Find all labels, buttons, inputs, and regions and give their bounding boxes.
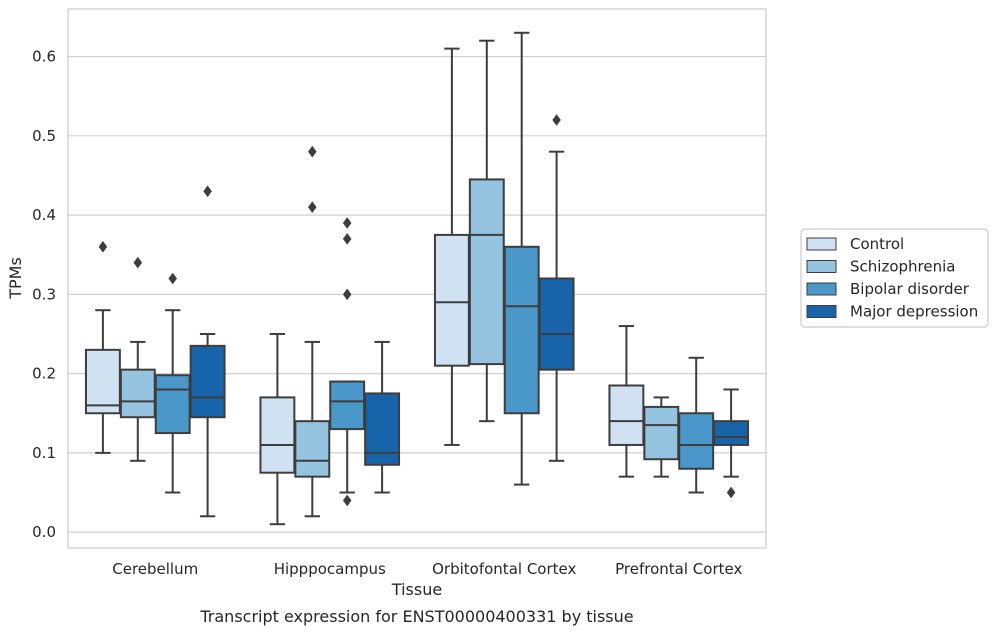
box-body bbox=[154, 374, 191, 435]
outlier-point bbox=[342, 232, 352, 245]
y-tick-label: 0.3 bbox=[32, 285, 56, 303]
y-tick-label: 0.1 bbox=[32, 444, 56, 462]
box-body bbox=[294, 420, 331, 478]
box-bipolar-disorder bbox=[678, 356, 715, 494]
box-body bbox=[433, 233, 470, 367]
legend-swatch bbox=[806, 260, 837, 273]
box-body bbox=[713, 420, 750, 446]
x-axis-label: Tissue bbox=[391, 580, 442, 599]
x-tick-label: Orbitofontal Cortex bbox=[432, 560, 576, 578]
box-bipolar-disorder bbox=[503, 31, 540, 486]
outlier-point bbox=[307, 145, 317, 158]
outlier-point bbox=[726, 486, 736, 499]
legend: Control Schizophrenia Bipolar disorder Majo… bbox=[800, 228, 989, 328]
box-major-depression bbox=[189, 185, 226, 518]
legend-label: Control bbox=[850, 235, 904, 253]
legend-frame bbox=[800, 228, 989, 328]
box-major-depression bbox=[538, 114, 575, 462]
box-major-depression bbox=[364, 340, 401, 494]
box-body bbox=[119, 368, 156, 419]
box-control bbox=[84, 240, 121, 454]
box-schizophrenia bbox=[643, 396, 680, 478]
x-tick-labels: Cerebellum Hipppocampus Orbitofontal Corte… bbox=[112, 560, 742, 578]
outlier-point bbox=[342, 288, 352, 301]
box-control bbox=[608, 325, 645, 478]
box-body bbox=[538, 277, 575, 371]
box-body bbox=[678, 412, 715, 470]
y-tick-labels: 0.0 0.1 0.2 0.3 0.4 0.5 0.6 bbox=[32, 48, 56, 542]
box-body bbox=[84, 348, 121, 415]
box-body bbox=[468, 178, 505, 366]
box-control bbox=[259, 332, 296, 526]
box-bipolar-disorder bbox=[154, 272, 191, 494]
box-major-depression bbox=[713, 388, 750, 499]
legend-label: Bipolar disorder bbox=[850, 280, 970, 298]
plot-boxes bbox=[84, 31, 750, 526]
legend-swatch bbox=[806, 282, 837, 296]
y-tick-label: 0.0 bbox=[32, 523, 56, 541]
legend-label: Major depression bbox=[850, 303, 978, 321]
box-schizophrenia bbox=[119, 256, 156, 462]
outlier-point bbox=[307, 201, 317, 214]
outlier-point bbox=[203, 185, 212, 198]
gridlines bbox=[68, 55, 766, 533]
box-body bbox=[259, 396, 296, 474]
box-control bbox=[433, 47, 470, 446]
box-schizophrenia bbox=[294, 145, 331, 518]
outlier-point bbox=[342, 217, 352, 229]
legend-swatch bbox=[806, 305, 837, 318]
chart-caption: Transcript expression for ENST0000040033… bbox=[199, 607, 633, 626]
y-tick-label: 0.2 bbox=[32, 365, 56, 383]
box-body bbox=[643, 405, 680, 461]
legend-swatch bbox=[806, 237, 837, 251]
box-bipolar-disorder bbox=[329, 217, 366, 507]
outlier-point bbox=[98, 240, 108, 253]
y-tick-label: 0.4 bbox=[32, 206, 56, 224]
box-body bbox=[329, 380, 366, 431]
x-tick-label: Cerebellum bbox=[112, 560, 198, 578]
box-body bbox=[189, 344, 226, 419]
outlier-point bbox=[133, 256, 143, 269]
x-tick-label: Prefrontal Cortex bbox=[615, 560, 742, 578]
y-tick-label: 0.5 bbox=[32, 127, 56, 145]
box-body bbox=[364, 392, 401, 466]
outlier-point bbox=[342, 494, 352, 507]
x-tick-label: Hipppocampus bbox=[274, 560, 386, 578]
box-body bbox=[608, 384, 645, 446]
box-body bbox=[503, 245, 540, 415]
plot-frame bbox=[67, 8, 767, 549]
legend-label: Schizophrenia bbox=[850, 258, 955, 276]
box-schizophrenia bbox=[468, 39, 505, 423]
y-tick-label: 0.6 bbox=[32, 48, 56, 66]
outlier-point bbox=[552, 114, 561, 126]
y-axis-label: TPMs bbox=[6, 257, 25, 300]
outlier-point bbox=[168, 272, 178, 285]
